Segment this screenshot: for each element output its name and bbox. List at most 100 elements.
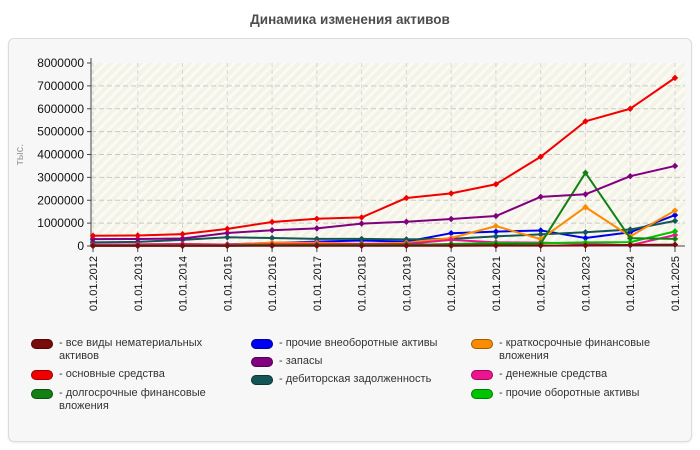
series-marker <box>671 228 679 235</box>
legend-label: - прочие оборотные активы <box>499 386 640 399</box>
legend-item-1: - основные средства <box>31 368 251 381</box>
legend-swatch-icon <box>471 339 493 349</box>
legend-item-4: - запасы <box>251 355 471 368</box>
series-marker <box>582 118 589 125</box>
series-marker <box>224 242 231 250</box>
legend-column-3: - краткосрочные финансовые вложения - ден… <box>471 337 691 418</box>
x-axis-tick-label: 01.01.2015 <box>222 256 234 311</box>
series-marker <box>671 235 679 243</box>
x-axis-tick-label: 01.01.2014 <box>178 256 190 311</box>
series-marker <box>582 229 589 236</box>
series-marker <box>179 242 186 250</box>
legend-item-3: - прочие внеоборотные активы <box>251 337 471 350</box>
series-marker <box>537 227 544 234</box>
x-axis-tick-label: 01.01.2021 <box>491 256 503 311</box>
legend-swatch-icon <box>251 375 273 386</box>
series-marker <box>671 162 679 170</box>
x-axis-tick-label: 01.01.2023 <box>580 256 592 311</box>
legend-swatch-icon <box>251 339 273 349</box>
series-marker <box>403 218 410 225</box>
series-marker <box>358 242 365 249</box>
legend-swatch-icon <box>31 370 53 381</box>
series-marker <box>447 229 455 237</box>
y-axis-tick-label: 0 <box>77 239 84 253</box>
series-marker <box>268 242 276 249</box>
series-marker <box>582 191 589 198</box>
series-marker <box>447 215 455 223</box>
chart-plot: 0 1000000 2000000 3000000 4000000 5000000 6000… <box>14 56 685 311</box>
legend-item-2: - долгосрочные финансовые вложения <box>31 387 251 413</box>
x-axis-tick-label: 01.01.2020 <box>446 256 458 311</box>
legend-item-6: - краткосрочные финансовые вложения <box>471 337 691 363</box>
series-marker <box>627 173 634 180</box>
series-marker <box>492 212 500 220</box>
series-marker <box>671 241 679 248</box>
series-marker <box>268 218 276 226</box>
series-marker <box>627 105 634 112</box>
series-marker <box>627 241 634 249</box>
legend-label: - основные средства <box>59 368 165 381</box>
legend-label: - долгосрочные финансовые вложения <box>59 386 206 412</box>
y-axis-tick-label: 8000000 <box>37 56 84 70</box>
series-marker <box>134 242 141 250</box>
series-marker <box>492 222 500 230</box>
series-line-0 <box>93 243 676 247</box>
legend-item-7: - денежные средства <box>471 368 691 381</box>
y-axis-tick-label: 5000000 <box>37 125 84 139</box>
legend-item-5: - дебиторская задолженность <box>251 373 471 386</box>
legend-swatch-icon <box>471 370 493 381</box>
series-marker <box>268 234 276 242</box>
series-marker <box>492 228 500 235</box>
series-marker <box>134 235 141 243</box>
chart-title: Динамика изменения активов <box>250 12 450 27</box>
series-line-4 <box>92 164 676 241</box>
series-marker <box>313 242 321 249</box>
legend-item-0: - все виды нематериальных активов <box>31 337 251 363</box>
series-marker <box>224 229 231 237</box>
series-marker <box>89 242 97 250</box>
legend-label: - дебиторская задолженность <box>279 373 432 386</box>
y-axis-title: тыс. <box>14 144 26 166</box>
series-marker <box>358 220 365 227</box>
series-marker <box>582 234 589 242</box>
series-marker <box>179 230 186 238</box>
x-axis-tick-label: 01.01.2022 <box>536 256 548 311</box>
chart-panel: 0 1000000 2000000 3000000 4000000 5000000 6000… <box>8 38 692 442</box>
series-marker <box>313 215 321 222</box>
series-marker <box>447 236 455 244</box>
legend-swatch-icon <box>31 339 53 349</box>
series-marker <box>537 193 544 201</box>
series-marker <box>537 242 544 249</box>
legend-item-8: - прочие оборотные активы <box>471 387 691 400</box>
x-axis-tick-label: 01.01.2018 <box>357 256 369 311</box>
series-marker <box>313 235 321 243</box>
series-marker <box>582 242 589 249</box>
legend-swatch-icon <box>471 388 493 399</box>
legend-label: - все виды нематериальных активов <box>59 337 203 363</box>
series-line-1 <box>92 77 676 237</box>
series-marker <box>89 232 97 239</box>
series-marker <box>492 233 500 240</box>
legend-label: - денежные средства <box>499 368 608 381</box>
legend-column-1: - все виды нематериальных активов - основ… <box>31 337 251 418</box>
y-axis-tick-label: 6000000 <box>37 102 84 116</box>
series-marker <box>268 227 276 234</box>
legend-label: - запасы <box>279 355 323 368</box>
legend-label: - краткосрочные финансовые вложения <box>499 337 651 363</box>
series-marker <box>492 181 500 188</box>
series-marker <box>671 74 679 82</box>
series-marker <box>671 231 679 239</box>
series-marker <box>403 242 410 249</box>
x-axis-tick-label: 01.01.2019 <box>401 256 413 311</box>
series-marker <box>179 235 186 242</box>
y-axis-tick-label: 1000000 <box>37 216 84 230</box>
series-marker <box>582 169 589 176</box>
series-marker <box>582 203 589 211</box>
series-marker <box>313 225 321 232</box>
series-marker <box>627 235 634 242</box>
series-marker <box>447 242 455 249</box>
y-axis-tick-label: 2000000 <box>37 193 84 207</box>
x-axis-tick-label: 01.01.2017 <box>312 256 324 311</box>
series-marker <box>358 214 365 221</box>
